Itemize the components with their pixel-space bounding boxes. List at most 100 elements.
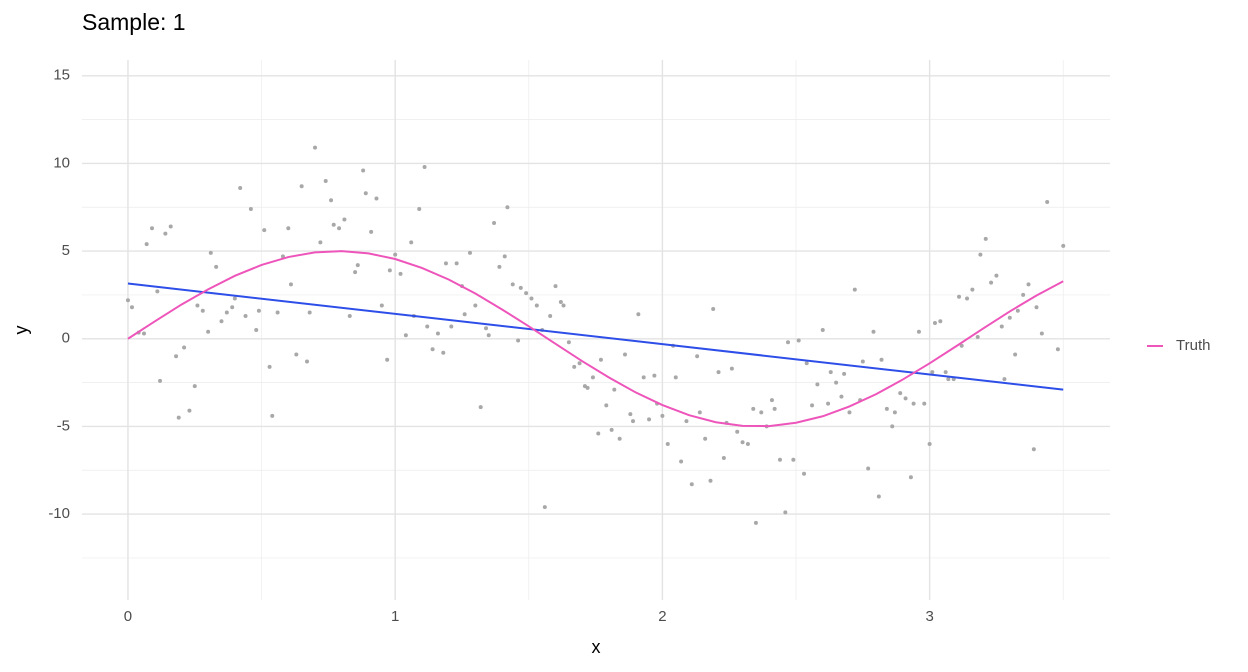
point	[1031, 447, 1036, 452]
point	[195, 303, 200, 308]
point	[916, 329, 921, 334]
point	[598, 357, 603, 362]
point	[369, 229, 374, 234]
point	[759, 410, 764, 415]
point	[393, 252, 398, 257]
point	[361, 168, 366, 173]
point	[497, 264, 502, 269]
point	[337, 226, 342, 231]
truth-line	[127, 250, 1064, 428]
point	[502, 254, 507, 259]
point	[876, 494, 881, 499]
point	[1002, 377, 1007, 382]
point	[294, 352, 299, 357]
point	[879, 357, 884, 362]
point	[182, 345, 187, 350]
point	[684, 419, 689, 424]
point	[946, 377, 951, 382]
point	[206, 329, 211, 334]
point	[783, 510, 788, 515]
point	[379, 303, 384, 308]
point	[1055, 347, 1060, 352]
point	[636, 312, 641, 317]
point	[1039, 331, 1044, 336]
point	[604, 403, 609, 408]
y-tick-label: -5	[57, 417, 70, 434]
point	[1045, 200, 1050, 205]
point	[1034, 305, 1039, 310]
point	[387, 268, 392, 273]
point	[163, 231, 168, 236]
point	[810, 403, 815, 408]
point	[609, 427, 614, 432]
point	[529, 296, 534, 301]
y-axis-title: y	[11, 326, 31, 335]
point	[943, 370, 948, 375]
y-tick-label: 5	[62, 242, 70, 259]
point	[307, 310, 312, 315]
point	[938, 319, 943, 324]
point	[305, 359, 310, 364]
point	[548, 313, 553, 318]
point	[158, 378, 163, 383]
point	[230, 305, 235, 310]
point	[473, 303, 478, 308]
point	[884, 406, 889, 411]
point	[596, 431, 601, 436]
point	[553, 284, 558, 289]
point	[970, 287, 975, 292]
y-tick-label: -10	[48, 505, 70, 522]
y-tick-label: 15	[53, 67, 70, 84]
point	[224, 310, 229, 315]
point	[983, 236, 988, 241]
point	[417, 207, 422, 212]
point	[708, 478, 713, 483]
point	[353, 270, 358, 275]
point	[214, 264, 219, 269]
point	[740, 440, 745, 445]
point	[852, 287, 857, 292]
point	[516, 338, 521, 343]
point	[238, 185, 243, 190]
point	[275, 310, 280, 315]
point	[860, 359, 865, 364]
point	[144, 242, 149, 247]
point	[355, 263, 360, 268]
point	[313, 145, 318, 150]
point	[777, 457, 782, 462]
point	[834, 380, 839, 385]
point	[753, 520, 758, 525]
point	[232, 296, 237, 301]
point	[486, 333, 491, 338]
point	[903, 396, 908, 401]
point	[804, 361, 809, 366]
point	[994, 273, 999, 278]
point	[802, 471, 807, 476]
point	[641, 375, 646, 380]
point	[566, 340, 571, 345]
point	[617, 436, 622, 441]
point	[176, 415, 181, 420]
point	[200, 308, 205, 313]
point	[299, 184, 304, 189]
point	[890, 424, 895, 429]
point	[267, 364, 272, 369]
point	[729, 366, 734, 371]
point	[248, 207, 253, 212]
point	[318, 240, 323, 245]
point	[1015, 308, 1020, 313]
x-tick-label: 2	[658, 608, 666, 625]
point	[839, 394, 844, 399]
point	[932, 320, 937, 325]
point	[965, 296, 970, 301]
point	[187, 408, 192, 413]
point	[735, 429, 740, 434]
chart-title: Sample: 1	[82, 9, 186, 35]
point	[820, 328, 825, 332]
point	[660, 413, 665, 418]
x-tick-label: 3	[925, 608, 933, 625]
point	[174, 354, 179, 359]
point	[585, 385, 590, 390]
point	[577, 361, 582, 366]
point	[866, 466, 871, 471]
